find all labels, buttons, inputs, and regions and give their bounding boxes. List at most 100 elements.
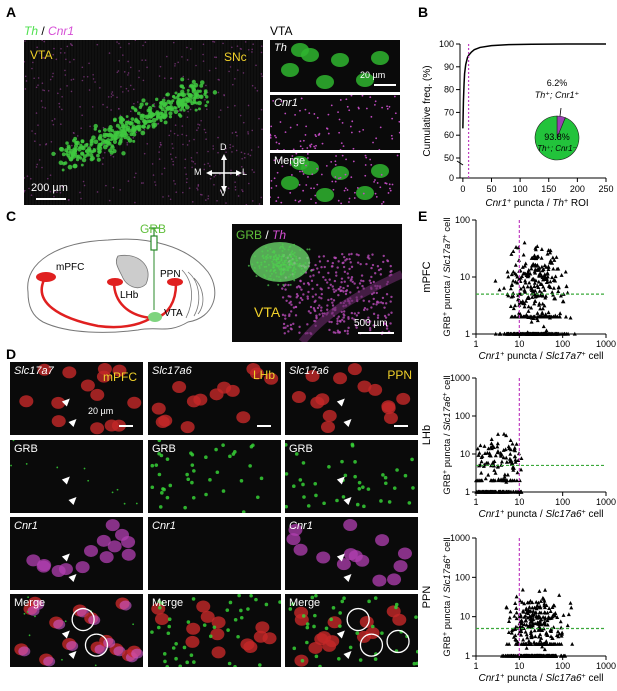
- d-tile-gene-lhb: LHb Slc17a6: [148, 362, 281, 435]
- region-label: PPN: [421, 586, 433, 609]
- data-point: [552, 278, 557, 282]
- x-axis-label-part: +: [582, 351, 586, 358]
- grb-puncta: [212, 625, 217, 630]
- cnr1-puncta: [280, 201, 283, 204]
- y-axis-label-part: puncta /: [442, 431, 453, 470]
- th-cell: [362, 279, 365, 283]
- th-cell: [96, 157, 101, 162]
- data-point: [522, 240, 527, 245]
- th-cell: [313, 300, 316, 304]
- red-cell: [236, 411, 251, 424]
- cnr1-puncta: [334, 180, 337, 183]
- cnr1-dot: [169, 153, 172, 155]
- cnr1-dot: [170, 77, 173, 79]
- th-cell: [382, 254, 385, 258]
- data-point: [504, 433, 509, 438]
- data-point: [510, 441, 515, 446]
- cnr1-puncta: [297, 200, 300, 203]
- cnr1-cell: [18, 646, 31, 657]
- red-cell: [211, 616, 226, 629]
- cnr1-dot: [52, 72, 54, 75]
- grb-dot: [283, 248, 286, 251]
- arrowhead-icon: [61, 553, 70, 562]
- cnr1-dot: [142, 79, 145, 82]
- data-point: [555, 615, 560, 620]
- grb-dot: [277, 266, 280, 269]
- grb-puncta: [379, 499, 383, 503]
- cnr1-dot: [79, 106, 81, 108]
- grb-puncta: [165, 664, 170, 667]
- vta-snc-micrograph: VTA SNc 200 µm D V M L: [24, 40, 263, 205]
- grb-dot: [294, 268, 297, 271]
- pie-label-large-sub: Th⁺; Cnr1⁻: [537, 144, 577, 153]
- cnr1-dot: [152, 174, 155, 176]
- grb-puncta: [314, 654, 319, 659]
- panel-label-c: C: [6, 208, 17, 224]
- data-point: [536, 613, 541, 618]
- cnr1-puncta: [352, 160, 355, 163]
- grb-dot: [285, 256, 288, 259]
- y-axis-label-part: +: [442, 632, 449, 636]
- cnr1-dot: [240, 165, 243, 168]
- th-cell: [329, 283, 332, 287]
- data-point: [476, 453, 481, 457]
- th-cell: [165, 107, 169, 110]
- arrowhead-icon: [61, 476, 70, 485]
- th-cell: [351, 280, 354, 284]
- gene-label: Slc17a6: [289, 365, 329, 377]
- th-cell: [86, 146, 92, 152]
- cnr1-dot: [92, 73, 94, 76]
- grb-puncta: [183, 505, 187, 510]
- cnr1-dot: [208, 69, 211, 72]
- x-tick-label: 150: [541, 184, 556, 194]
- data-point: [533, 278, 538, 283]
- red-cell: [62, 366, 77, 379]
- cnr1-dot: [71, 144, 73, 147]
- data-point: [540, 293, 545, 298]
- cnr1-dot: [175, 156, 177, 159]
- cnr1-dot: [251, 200, 254, 202]
- cnr1-dot: [81, 79, 84, 82]
- cnr1-dot: [126, 143, 129, 146]
- grb-puncta: [322, 501, 326, 506]
- th-cell: [163, 109, 168, 114]
- th-cell: [289, 310, 293, 313]
- red-cell: [291, 391, 306, 404]
- grb-dot: [275, 258, 278, 261]
- data-point: [550, 605, 555, 609]
- grb-puncta: [27, 596, 30, 599]
- grb-puncta: [208, 634, 213, 639]
- cnr1-dot: [247, 131, 249, 133]
- data-point: [538, 314, 543, 319]
- compass-v: V: [220, 188, 227, 198]
- grb-puncta: [168, 483, 173, 488]
- grb-puncta: [248, 464, 252, 468]
- grb-puncta: [357, 486, 362, 491]
- th-cell: [112, 117, 117, 122]
- grb-dot: [277, 256, 280, 259]
- cnr1-puncta: [296, 124, 299, 126]
- cnr1-dot: [96, 43, 99, 46]
- th-cell: [159, 100, 164, 106]
- cnr1-dot: [173, 132, 176, 135]
- th-cell: [371, 263, 375, 267]
- data-point: [514, 594, 519, 599]
- th-cell: [195, 101, 199, 105]
- th-cell: [337, 293, 340, 297]
- x-tick-label: 100: [555, 497, 570, 507]
- grb-puncta: [251, 443, 255, 448]
- row-label: GRB: [289, 443, 313, 455]
- grb-puncta: [415, 649, 418, 654]
- th-cell: [370, 292, 374, 296]
- grb-dot: [264, 275, 267, 278]
- grb-puncta: [340, 459, 344, 464]
- cnr1-dot: [199, 193, 202, 196]
- data-point: [529, 635, 534, 640]
- micro-c-scale-bar: [358, 332, 394, 334]
- th-cell: [75, 158, 80, 162]
- grb-puncta: [34, 615, 36, 618]
- grb-puncta: [239, 478, 244, 483]
- th-cell: [204, 104, 208, 108]
- grb-puncta: [335, 498, 339, 503]
- grb-dot: [269, 277, 272, 280]
